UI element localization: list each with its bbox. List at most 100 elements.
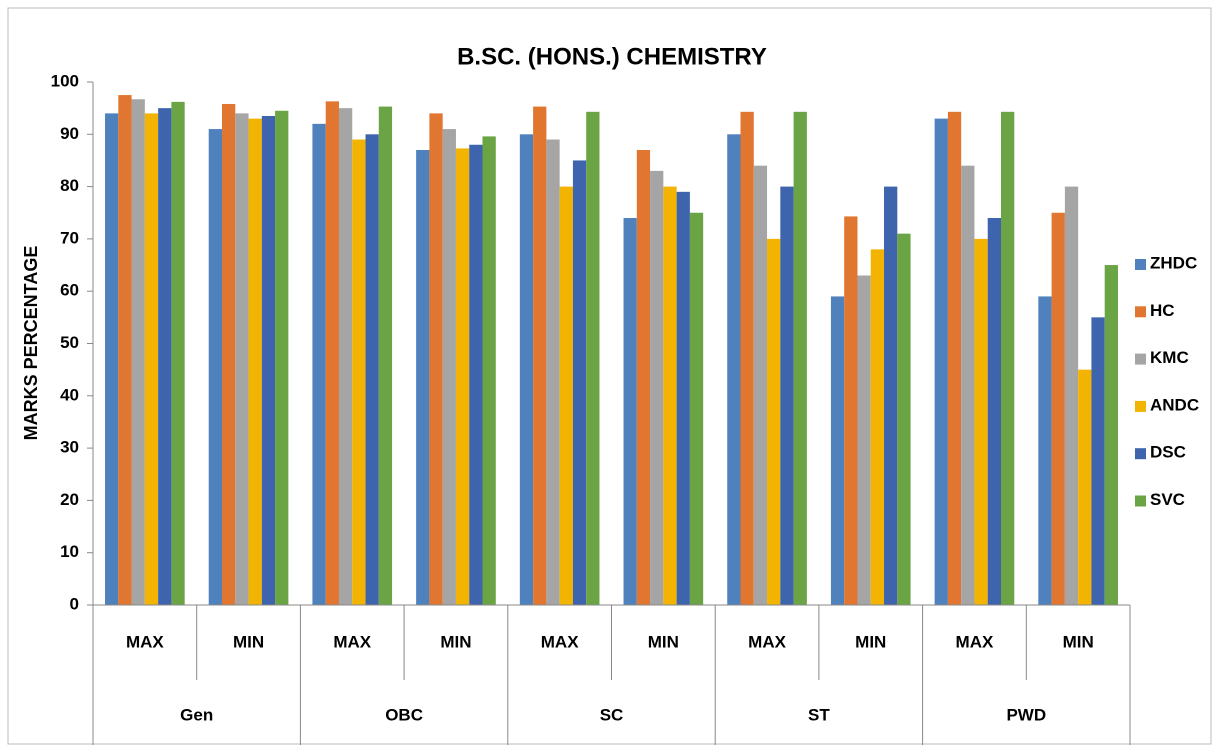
bar: [740, 111, 754, 605]
bar: [158, 108, 172, 606]
bar: [987, 217, 1001, 606]
bar: [689, 212, 704, 605]
bar: [727, 134, 741, 606]
bar: [780, 186, 794, 605]
group-label: OBC: [385, 705, 423, 724]
bar: [338, 108, 353, 606]
y-tick-label: 80: [60, 176, 79, 195]
bar: [519, 134, 534, 606]
bar: [248, 118, 262, 606]
x-tick-label: MIN: [233, 632, 264, 651]
bar: [378, 106, 393, 606]
bar: [546, 139, 560, 605]
bar: [767, 238, 781, 605]
x-tick-label: MIN: [440, 632, 471, 651]
y-tick-label: 0: [70, 594, 79, 613]
bar: [429, 113, 443, 605]
bar: [844, 216, 858, 605]
bar: [870, 249, 885, 606]
legend-label: SVC: [1150, 490, 1185, 509]
group-label: PWD: [1006, 705, 1046, 724]
bar: [884, 186, 898, 605]
bar: [1000, 111, 1015, 605]
x-tick-label: MIN: [855, 632, 886, 651]
y-tick-label: 40: [60, 385, 79, 404]
bar: [830, 296, 845, 605]
bar: [934, 118, 948, 606]
bar: [533, 106, 547, 606]
legend-label: KMC: [1150, 348, 1189, 367]
bar: [1104, 265, 1118, 605]
bar: [275, 110, 289, 605]
chart-title: B.SC. (HONS.) CHEMISTRY: [457, 43, 767, 70]
y-tick-label: 100: [51, 71, 79, 90]
x-tick-label: MAX: [333, 632, 371, 651]
x-tick-label: MIN: [1063, 632, 1094, 651]
group-label: SC: [600, 705, 624, 724]
bar: [469, 144, 483, 605]
bar: [1064, 186, 1079, 605]
y-tick-label: 20: [60, 490, 79, 509]
bar: [325, 101, 339, 605]
bar: [676, 191, 690, 605]
legend-swatch: [1135, 353, 1146, 365]
bar: [650, 170, 664, 605]
bar: [793, 111, 807, 605]
bar: [312, 123, 326, 605]
y-tick-label: 90: [60, 124, 79, 143]
legend-label: ZHDC: [1150, 253, 1197, 272]
bar: [144, 113, 159, 605]
y-tick-label: 30: [60, 438, 79, 457]
bar: [482, 136, 496, 605]
x-tick-label: MAX: [956, 632, 994, 651]
x-tick-label: MAX: [126, 632, 164, 651]
legend-label: ANDC: [1150, 395, 1199, 414]
bar: [1038, 296, 1052, 605]
bar: [1051, 212, 1065, 605]
y-tick-label: 10: [60, 542, 79, 561]
bar: [636, 149, 651, 606]
bar: [105, 113, 119, 605]
bar: [857, 275, 871, 605]
legend-swatch: [1135, 495, 1146, 507]
bar: [365, 134, 379, 606]
bar: [1091, 317, 1105, 605]
bar: [623, 217, 637, 606]
chart-border: [7, 7, 1212, 745]
bar: [208, 129, 223, 605]
bar: [961, 165, 975, 605]
y-tick-label: 70: [60, 228, 79, 247]
bar: [586, 111, 600, 605]
bar: [235, 113, 249, 605]
bar: [171, 101, 185, 606]
legend-swatch: [1135, 400, 1146, 412]
group-label: ST: [808, 705, 830, 724]
legend-label: HC: [1150, 301, 1175, 320]
group-label: Gen: [180, 705, 213, 724]
bar: [416, 149, 430, 606]
legend-swatch: [1135, 306, 1146, 318]
legend-swatch: [1135, 448, 1146, 460]
bar: [1078, 369, 1092, 605]
bar: [118, 95, 132, 605]
bar: [974, 238, 988, 605]
bar: [222, 103, 236, 605]
bar: [455, 148, 470, 605]
x-tick-label: MIN: [648, 632, 679, 651]
legend-label: DSC: [1150, 443, 1186, 462]
x-tick-label: MAX: [541, 632, 579, 651]
bar: [897, 233, 911, 606]
bar: [947, 111, 962, 605]
bar: [572, 160, 587, 605]
bar: [352, 139, 366, 605]
y-tick-label: 60: [60, 281, 79, 300]
y-axis-label: MARKS PERCENTAGE: [21, 246, 41, 441]
bar: [131, 99, 145, 605]
y-tick-label: 50: [60, 333, 79, 352]
bar: [261, 115, 276, 606]
bar: [442, 129, 456, 605]
x-tick-label: MAX: [748, 632, 786, 651]
legend-swatch: [1135, 259, 1146, 270]
bar: [559, 186, 573, 605]
